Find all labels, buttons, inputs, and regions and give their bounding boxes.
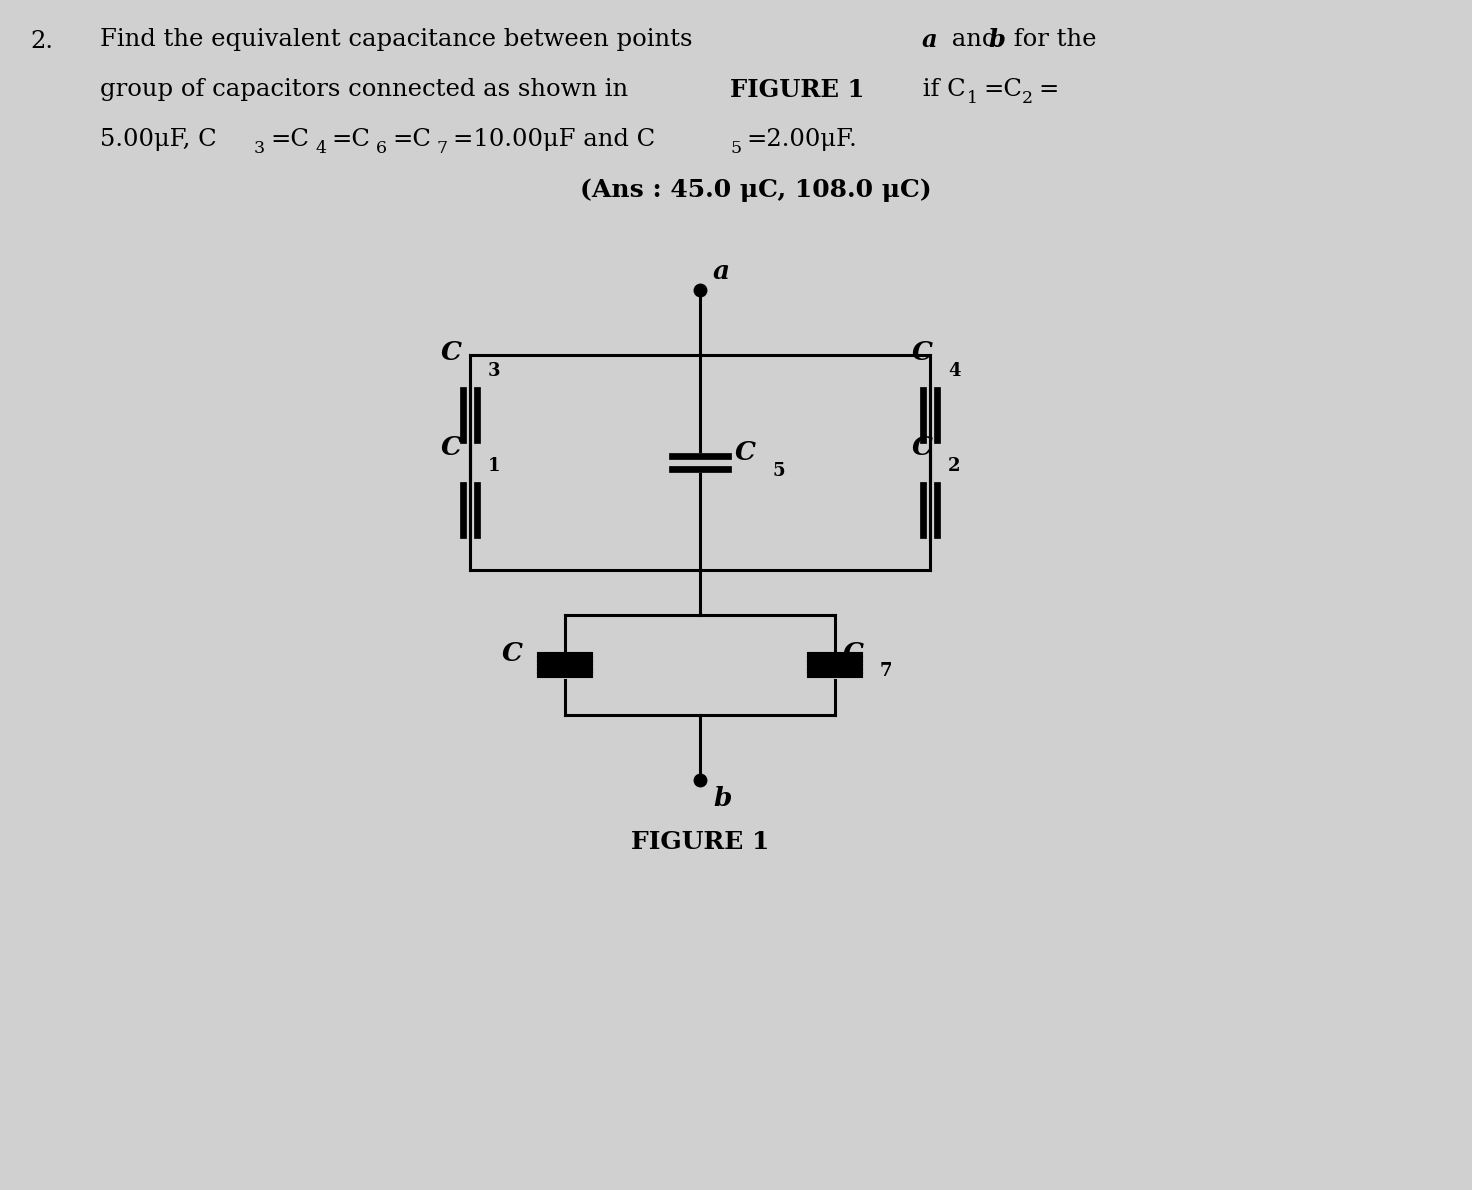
Text: C: C (843, 640, 864, 665)
Text: b: b (988, 29, 1005, 52)
Text: (Ans : 45.0 μC, 108.0 μC): (Ans : 45.0 μC, 108.0 μC) (580, 178, 932, 202)
Text: Find the equivalent capacitance between points: Find the equivalent capacitance between … (100, 29, 701, 51)
Text: C: C (913, 340, 933, 365)
Text: a: a (712, 259, 730, 284)
Text: 2: 2 (1022, 90, 1033, 107)
Text: 3: 3 (255, 140, 265, 157)
Text: 2: 2 (948, 457, 961, 475)
Text: =C: =C (392, 129, 431, 151)
Text: C: C (502, 640, 523, 665)
Text: b: b (712, 787, 732, 812)
Text: 3: 3 (489, 362, 500, 380)
Text: 6: 6 (375, 140, 387, 157)
Text: for the: for the (1005, 29, 1097, 51)
Text: C: C (442, 434, 462, 459)
Text: 5.00μF, C: 5.00μF, C (100, 129, 216, 151)
Text: if C: if C (916, 79, 966, 101)
Text: C: C (735, 440, 757, 465)
Text: =C: =C (983, 79, 1022, 101)
Text: =C: =C (269, 129, 309, 151)
Text: group of capacitors connected as shown in: group of capacitors connected as shown i… (100, 79, 636, 101)
Text: a: a (921, 29, 938, 52)
Text: FIGURE 1: FIGURE 1 (631, 829, 770, 854)
Text: 1: 1 (489, 457, 500, 475)
Text: =C: =C (331, 129, 369, 151)
Text: =2.00μF.: =2.00μF. (746, 129, 857, 151)
Text: =10.00μF and C: =10.00μF and C (453, 129, 655, 151)
Text: 5: 5 (730, 140, 740, 157)
Text: 1: 1 (967, 90, 977, 107)
Text: 7: 7 (437, 140, 447, 157)
Text: 7: 7 (880, 662, 892, 679)
Text: and: and (944, 29, 1005, 51)
Text: FIGURE 1: FIGURE 1 (730, 79, 864, 102)
Text: 6: 6 (540, 662, 553, 679)
Text: 4: 4 (948, 362, 961, 380)
Text: 2.: 2. (29, 30, 53, 54)
Text: =: = (1038, 79, 1058, 101)
Text: 4: 4 (315, 140, 325, 157)
Text: 5: 5 (773, 462, 786, 480)
Text: C: C (913, 434, 933, 459)
Text: C: C (442, 340, 462, 365)
